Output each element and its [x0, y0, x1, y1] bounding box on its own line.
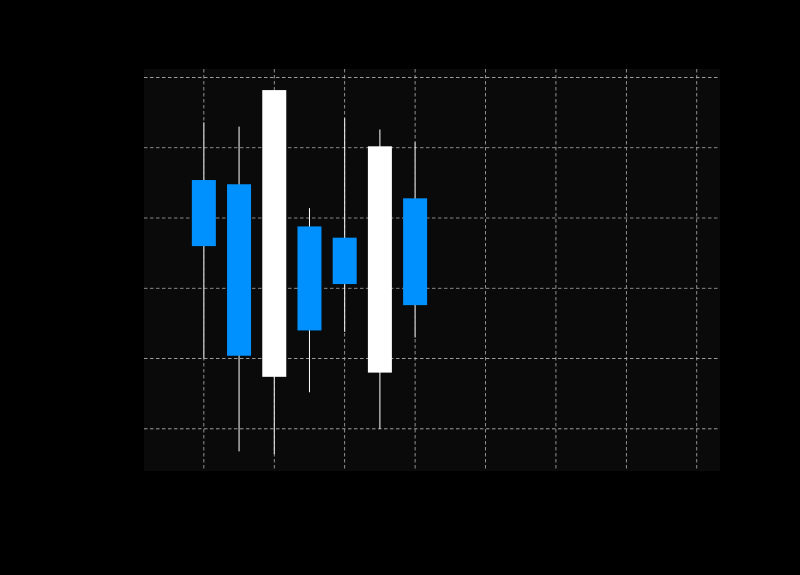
y-gridlines — [144, 77, 720, 430]
candle-body — [332, 237, 357, 285]
candle-body — [191, 180, 216, 247]
candle-body — [367, 146, 392, 373]
candle — [403, 142, 428, 338]
candle — [297, 208, 322, 393]
candle — [367, 129, 392, 429]
candle-body — [227, 184, 252, 356]
candle — [191, 122, 216, 359]
candles — [191, 90, 428, 455]
candle-body — [262, 90, 287, 377]
candle — [227, 126, 252, 452]
candle — [262, 90, 287, 455]
candle-body — [403, 198, 428, 306]
candle — [332, 118, 357, 332]
candle-body — [297, 226, 322, 331]
